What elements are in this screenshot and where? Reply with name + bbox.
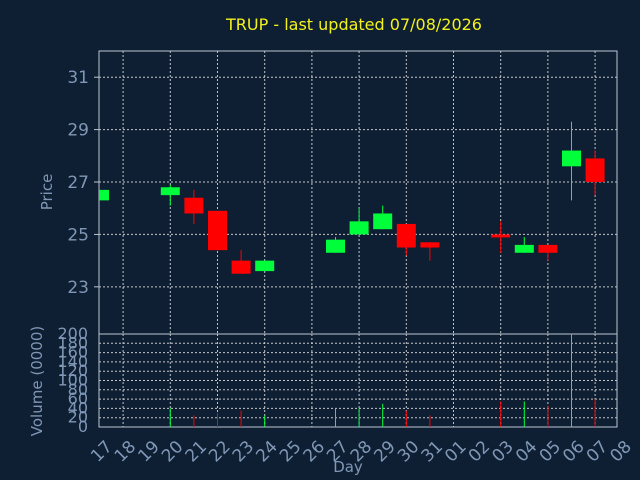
x-axis-label: Day	[333, 458, 363, 476]
volume-tick-label: 140	[57, 352, 88, 371]
candle	[208, 210, 227, 251]
candle-body	[491, 234, 511, 238]
volume-tick-label: 60	[68, 389, 88, 408]
candle	[231, 250, 251, 274]
candle-body	[349, 221, 369, 235]
candle-body	[514, 244, 534, 253]
price-tick-label: 31	[67, 68, 89, 88]
volume-bars	[169, 334, 596, 427]
price-tick-label: 23	[67, 278, 89, 298]
candle	[349, 208, 369, 235]
candle	[562, 121, 581, 201]
volume-tick-label: 180	[57, 333, 88, 352]
price-tick-label: 25	[67, 225, 89, 245]
candle	[99, 189, 109, 201]
candle-body	[231, 260, 251, 274]
volume-axis-label: Volume (0000)	[28, 326, 46, 436]
price-axis-label: Price	[38, 174, 56, 211]
candle	[160, 184, 180, 206]
candle-body	[538, 244, 558, 253]
chart-title: TRUP - last updated 07/08/2026	[225, 15, 482, 34]
candle	[326, 237, 345, 253]
candle	[420, 242, 440, 261]
volume-tick-label: 160	[57, 343, 88, 362]
price-tick-label: 27	[67, 173, 89, 193]
candle-body	[420, 242, 440, 248]
candle	[585, 150, 605, 196]
candle-body	[373, 213, 393, 230]
price-panel: 23 25 27 29 31 Price	[38, 50, 618, 335]
candle	[184, 189, 204, 224]
candle-body	[99, 189, 109, 201]
candle	[514, 237, 534, 253]
candle-body	[255, 260, 275, 272]
volume-plot-frame	[98, 333, 618, 428]
volume-tick-label: 100	[57, 371, 88, 390]
price-tick-label: 29	[67, 121, 89, 141]
candle-body	[326, 239, 345, 253]
candle-body	[160, 187, 180, 196]
price-candles	[99, 121, 605, 274]
volume-tick-label: 0	[78, 417, 88, 436]
volume-tick-label: 40	[68, 398, 88, 417]
volume-gridlines	[99, 334, 617, 427]
candle-body	[396, 223, 416, 248]
candle-body	[562, 150, 581, 167]
volume-tick-label: 120	[57, 361, 88, 380]
candle	[491, 221, 511, 253]
volume-tick-label: 20	[68, 408, 88, 427]
candle-body	[184, 197, 204, 214]
candle-body	[585, 158, 605, 183]
candle-body	[208, 210, 227, 251]
candle	[255, 260, 275, 272]
volume-tick-label: 80	[68, 380, 88, 399]
candle	[538, 244, 558, 261]
candle	[396, 223, 416, 256]
price-tick-labels: 23 25 27 29 31	[67, 68, 99, 298]
volume-tick-label: 200	[57, 324, 88, 343]
x-tick-label: 08	[606, 437, 635, 466]
candle	[373, 205, 393, 230]
